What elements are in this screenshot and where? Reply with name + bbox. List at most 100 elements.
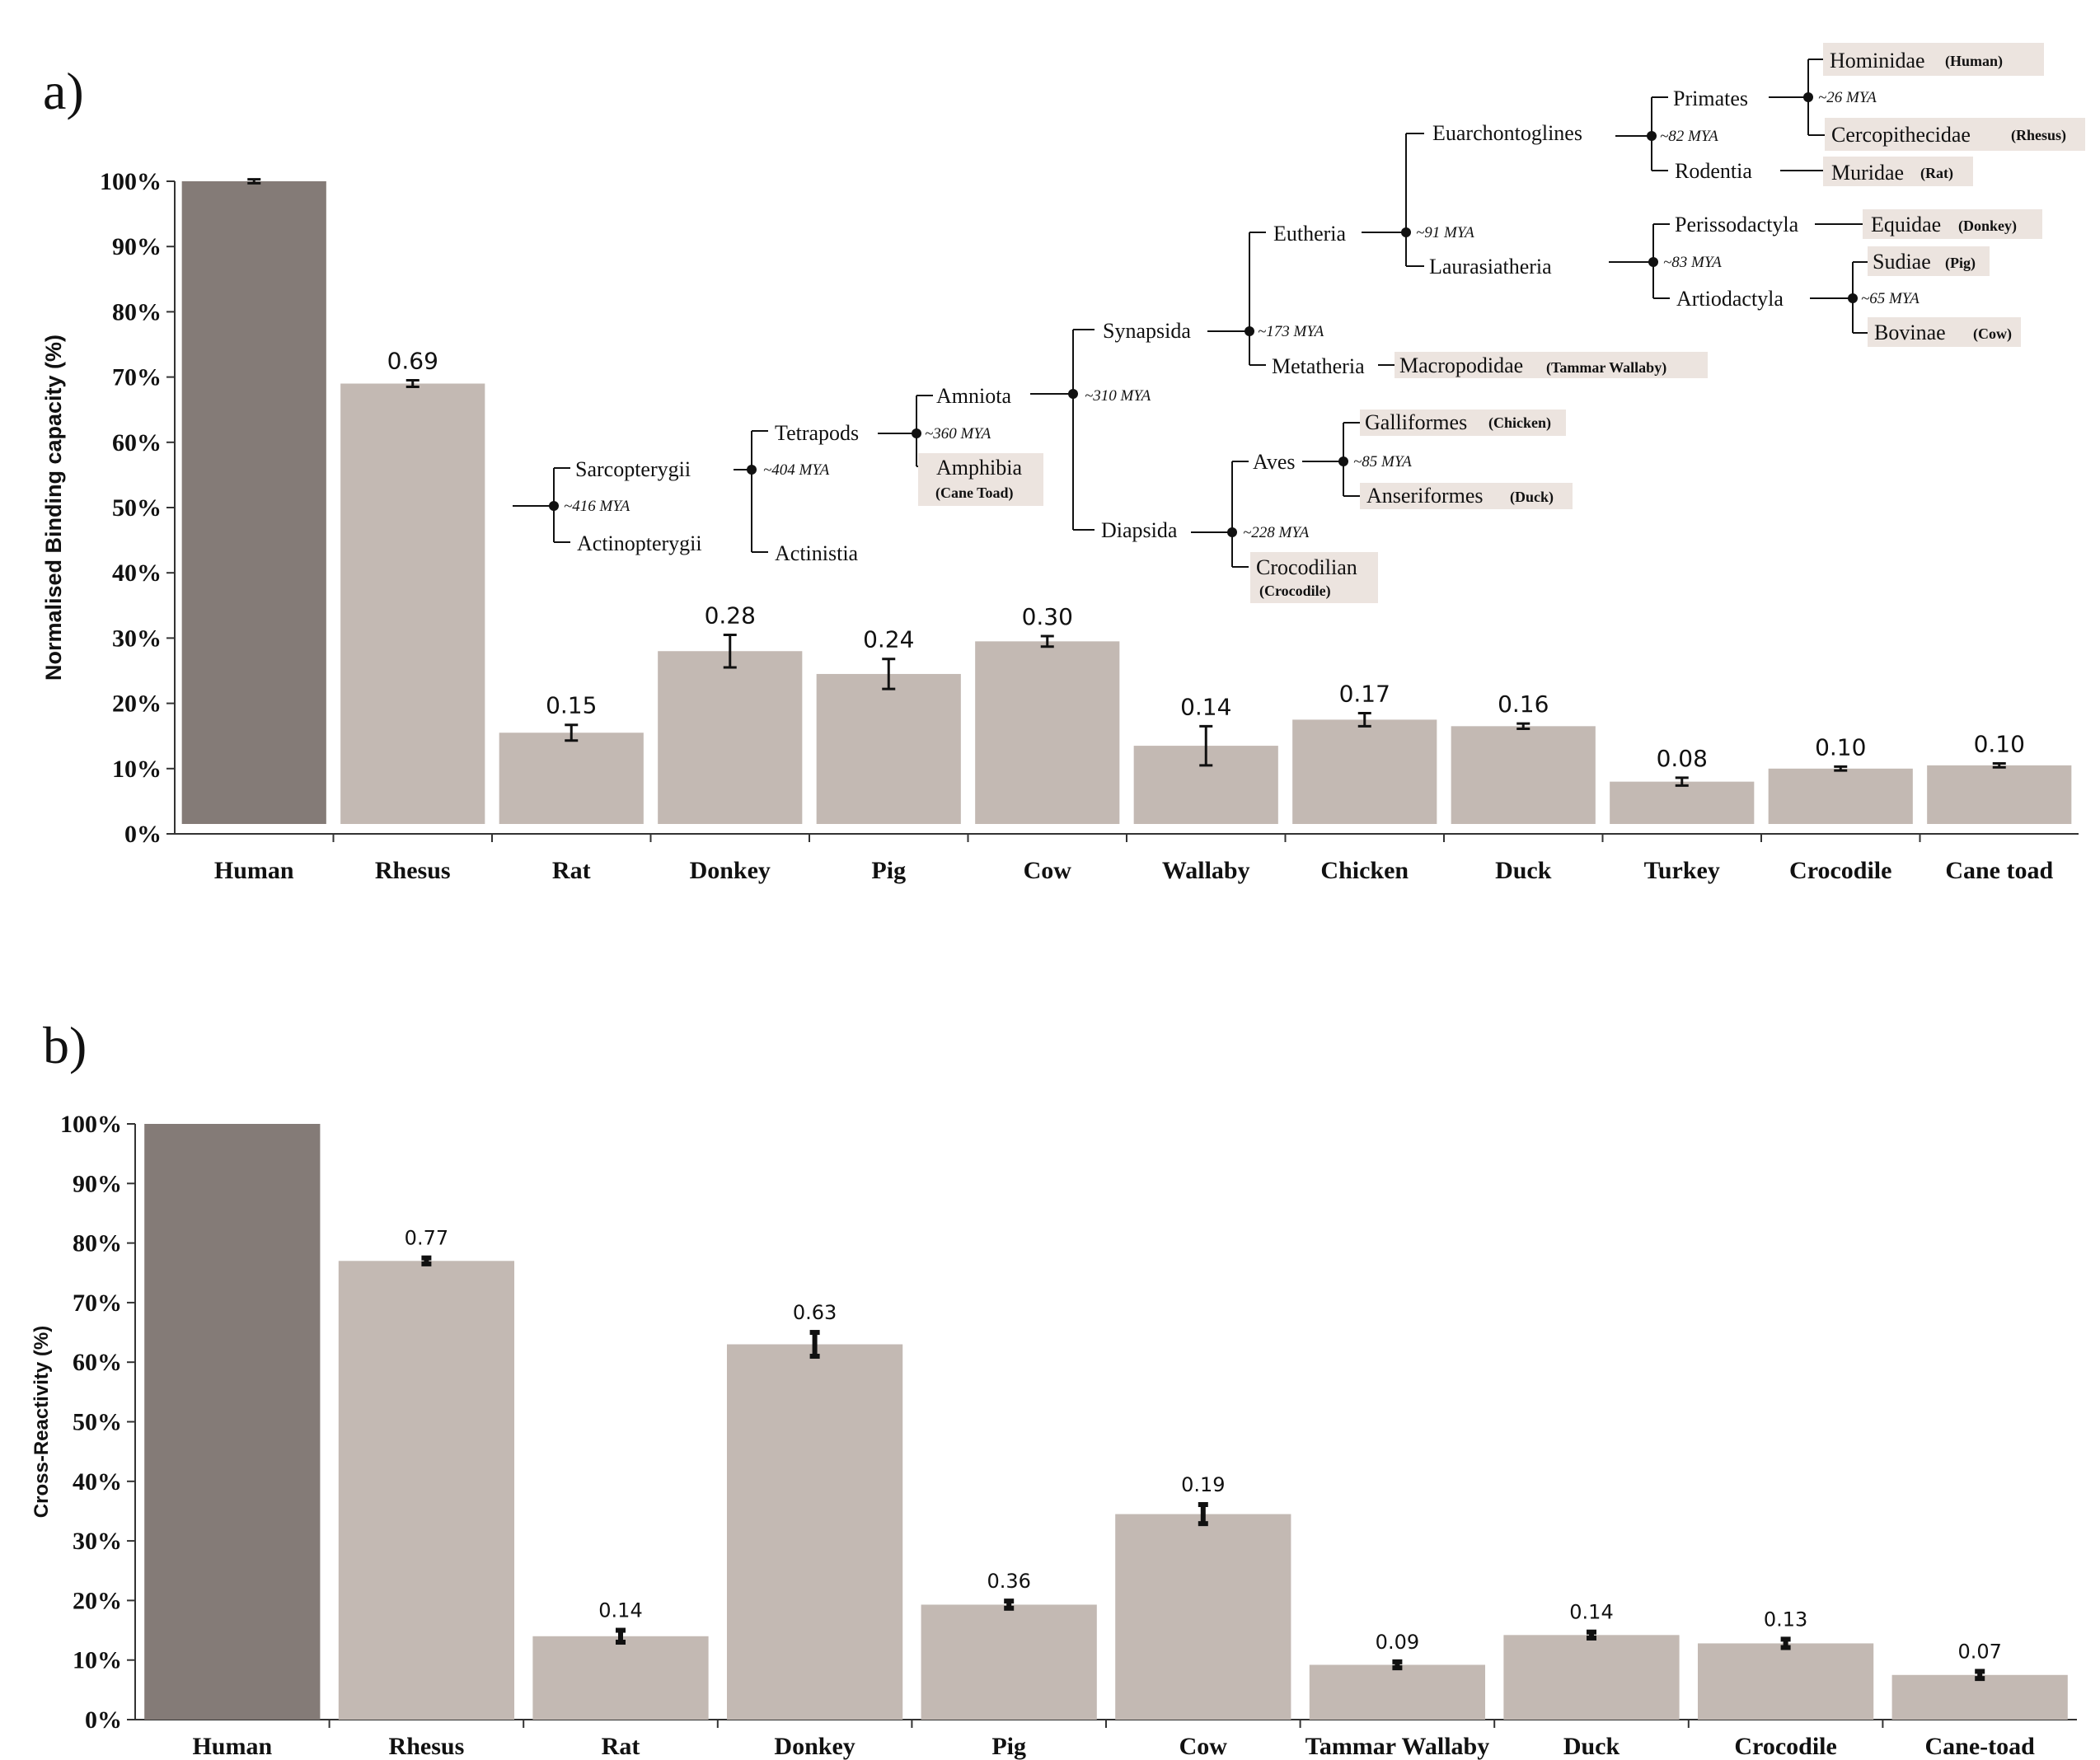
label-rat: (Rat) [1920,165,1953,182]
x-tick-label: Donkey [774,1733,855,1760]
data-label: 0.07 [1957,1640,2001,1663]
label-donkey: (Donkey) [1958,218,2017,235]
x-tick-label: Chicken [1320,857,1409,884]
label-tammar-wallaby: (Tammar Wallaby) [1546,359,1666,377]
y-tick-label: 90% [73,1170,122,1197]
y-tick-label: 50% [73,1409,122,1436]
label-amniota: Amniota [936,384,1011,408]
bar-chicken [1292,719,1437,824]
x-tick-label: Rat [552,857,591,884]
y-tick-label: 0% [124,821,162,848]
mya-26: ~26 MYA [1818,89,1877,106]
mya-82: ~82 MYA [1660,128,1718,145]
mya-310: ~310 MYA [1085,387,1151,405]
label-amphibia: Amphibia [936,456,1022,480]
bar-cow [1115,1514,1291,1720]
label-aves: Aves [1253,450,1296,474]
x-tick-label: Donkey [690,857,771,884]
y-tick-label: 20% [73,1587,122,1614]
label-duck: (Duck) [1510,489,1554,506]
bar-rhesus [340,383,485,824]
data-label: 0.17 [1339,680,1390,707]
label-macropodidae: Macropodidae [1399,353,1523,377]
data-label: 0.63 [793,1301,837,1324]
label-pig: (Pig) [1945,255,1976,272]
x-tick-label: Cow [1179,1733,1228,1760]
label-laurasiatheria: Laurasiatheria [1429,255,1552,279]
data-label: 0.69 [387,348,438,375]
label-cow: (Cow) [1973,325,2012,343]
mya-65: ~65 MYA [1861,290,1920,307]
label-rodentia: Rodentia [1675,159,1752,183]
label-anseriformes: Anseriformes [1366,484,1484,508]
label-tetrapods: Tetrapods [775,421,859,445]
y-tick-label: 40% [73,1468,122,1496]
data-label: 0.14 [1569,1601,1613,1624]
y-tick-label: 10% [73,1647,122,1674]
data-label: 0.19 [1181,1473,1225,1496]
x-tick-label: Turkey [1644,857,1720,884]
y-tick-label: 0% [85,1706,122,1734]
bar-duck [1451,726,1596,824]
data-label: 0.08 [1657,745,1708,772]
label-crocodilian: Crocodilian [1256,555,1357,579]
label-perissodactyla: Perissodactyla [1675,213,1799,236]
label-human: (Human) [1945,53,2003,70]
x-tick-label: Rhesus [375,857,451,884]
label-muridae: Muridae [1831,161,1904,185]
bar-crocodile [1697,1643,1874,1720]
bar-rat [532,1636,709,1720]
y-tick-label: 30% [112,625,162,652]
y-axis-label: Cross-Reactivity (%) [30,1326,53,1518]
panel-b-label: b) [43,1016,87,1074]
y-tick-label: 10% [112,756,162,783]
data-label: 0.13 [1764,1608,1807,1631]
bar-crocodile [1768,768,1913,824]
y-tick-label: 30% [73,1528,122,1555]
y-tick-label: 80% [73,1230,122,1257]
data-label: 0.14 [598,1599,642,1622]
tree-labels: Sarcopterygii Actinopterygii Tetrapods A… [575,49,2066,600]
x-tick-label: Duck [1563,1733,1620,1760]
x-tick-label: Rhesus [389,1733,465,1760]
label-actinistia: Actinistia [775,541,859,565]
y-tick-label: 70% [73,1290,122,1317]
mya-416: ~416 MYA [564,498,630,515]
mya-83: ~83 MYA [1663,254,1722,271]
y-tick-label: 100% [100,168,162,195]
y-tick-label: 90% [112,233,162,260]
label-chicken: (Chicken) [1488,414,1551,432]
data-label: 0.10 [1815,733,1866,761]
y-tick-label: 80% [112,298,162,325]
label-galliformes: Galliformes [1365,410,1467,434]
x-tick-label: Pig [991,1733,1026,1760]
data-label: 0.24 [863,626,914,653]
divergence-times: ~416 MYA ~404 MYA ~360 MYA ~310 MYA ~228… [564,89,1920,541]
bar-turkey [1610,781,1755,824]
label-euarchontoglires: Euarchontoglines [1432,121,1582,145]
data-label: 0.28 [705,601,756,629]
y-tick-label: 40% [112,559,162,587]
label-actinopterygii: Actinopterygii [577,531,702,555]
label-hominidae: Hominidae [1830,49,1925,73]
bar-tammar-wallaby [1309,1664,1486,1720]
bar-human [181,181,326,824]
data-label: 0.36 [987,1570,1030,1593]
mya-91: ~91 MYA [1416,224,1474,241]
mya-85: ~85 MYA [1353,453,1412,470]
bar-pig [816,673,961,824]
label-cane-toad: (Cane Toad) [935,484,1014,502]
label-synapsida: Synapsida [1103,319,1191,343]
panel-a-label: a) [43,62,84,120]
bar-human [144,1124,321,1720]
x-tick-label: Human [192,1733,272,1760]
x-tick-label: Human [214,857,294,884]
data-label: 0.15 [546,692,597,719]
x-tick-label: Tammar Wallaby [1305,1733,1490,1760]
bar-rhesus [338,1261,515,1720]
bar-cane-toad [1927,765,2072,824]
x-tick-label: Rat [602,1733,640,1760]
label-metatheria: Metatheria [1272,354,1365,378]
bar-rat [499,733,644,824]
